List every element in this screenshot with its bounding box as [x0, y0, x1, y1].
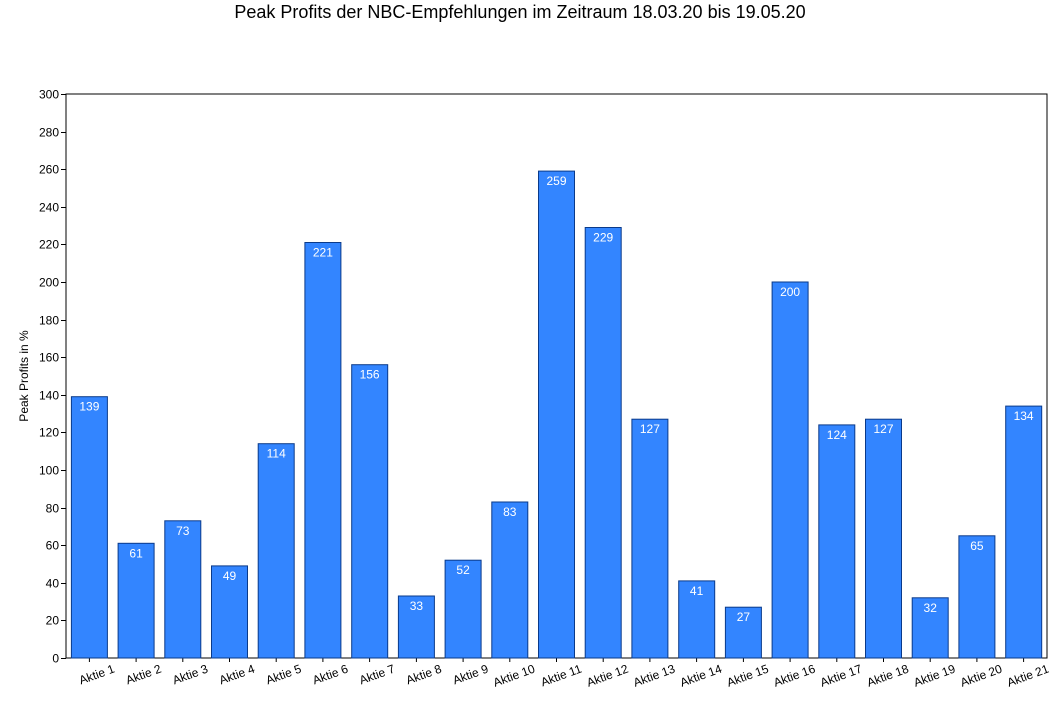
bar: [351, 364, 389, 659]
x-category-label: Aktie 11: [539, 662, 584, 690]
y-tick-label: 280: [39, 126, 59, 140]
bar: [211, 565, 248, 659]
x-category-label: Aktie 17: [818, 662, 864, 690]
bar: [304, 242, 342, 659]
y-tick-label: 200: [39, 276, 59, 290]
x-category-label: Aktie 16: [772, 662, 818, 690]
bar: [771, 281, 809, 659]
bar-value-label: 259: [546, 174, 566, 188]
y-tick-label: 180: [39, 314, 59, 328]
y-tick-label: 60: [46, 539, 60, 553]
y-tick-label: 20: [46, 614, 60, 628]
y-tick-label: 240: [39, 201, 59, 215]
y-tick-label: 40: [46, 577, 60, 591]
x-category-label: Aktie 19: [912, 662, 958, 690]
bar: [911, 597, 949, 659]
y-tick-label: 300: [39, 88, 59, 102]
y-tick-label: 120: [39, 426, 59, 440]
bar-value-label: 65: [970, 539, 984, 553]
bar-value-label: 124: [827, 428, 847, 442]
x-category-label: Aktie 8: [404, 662, 444, 688]
x-category-label: Aktie 6: [311, 662, 351, 688]
bar-value-label: 200: [780, 285, 800, 299]
bar-value-label: 127: [640, 422, 660, 436]
bar: [164, 520, 202, 659]
y-tick-label: 160: [39, 351, 59, 365]
x-category-label: Aktie 3: [171, 662, 211, 688]
bars: [70, 170, 1043, 659]
x-category-label: Aktie 5: [264, 662, 304, 688]
y-tick-label: 140: [39, 389, 59, 403]
bar: [958, 535, 996, 659]
bar: [631, 418, 669, 659]
bar: [678, 580, 716, 659]
bar: [491, 501, 529, 659]
bar-value-label: 49: [223, 569, 237, 583]
y-axis-label: Peak Profits in %: [17, 330, 31, 422]
bar: [724, 606, 762, 659]
x-category-label: Aktie 18: [865, 662, 911, 690]
x-category-label: Aktie 12: [585, 662, 631, 690]
bar: [865, 418, 902, 659]
x-category-label: Aktie 4: [217, 662, 257, 688]
bar-value-label: 33: [410, 599, 424, 613]
bar-value-label: 52: [456, 563, 470, 577]
bar: [117, 542, 155, 659]
x-category-label: Aktie 14: [678, 662, 724, 690]
bar-value-label: 73: [176, 524, 190, 538]
bar-value-label: 139: [79, 400, 99, 414]
bar-value-label: 41: [690, 584, 704, 598]
bar-value-label: 127: [873, 422, 893, 436]
bar-value-label: 114: [267, 447, 286, 461]
bar: [444, 559, 482, 659]
bar: [584, 227, 622, 659]
bar: [397, 595, 435, 659]
bar: [257, 443, 295, 659]
x-category-label: Aktie 21: [1005, 662, 1051, 690]
bar-value-label: 229: [593, 231, 613, 245]
bar-value-label: 221: [313, 246, 333, 260]
bar-value-label: 61: [129, 546, 143, 560]
bar: [538, 170, 575, 659]
x-category-label: Aktie 9: [451, 662, 491, 688]
axes: 0 20 40 60 80 100 120 140 160 180 200 220 240 260 280 3…: [39, 88, 1048, 666]
x-category-label: Aktie 13: [631, 662, 677, 690]
bar-value-label: 27: [737, 610, 751, 624]
bar: [818, 424, 856, 659]
bar-value-label: 83: [503, 505, 517, 519]
x-category-label: Aktie 15: [725, 662, 771, 690]
chart-title: Peak Profits der NBC-Empfehlungen im Zei…: [234, 2, 806, 22]
bar-value-label: 156: [360, 368, 380, 382]
x-category-label: Aktie 10: [491, 662, 537, 690]
x-category-label: Aktie 20: [958, 662, 1004, 690]
bar-value-label: 32: [924, 601, 938, 615]
x-category-label: Aktie 2: [124, 662, 164, 688]
y-tick-label: 220: [39, 238, 59, 252]
y-tick-label: 260: [39, 163, 59, 177]
x-category-label: Aktie 1: [77, 662, 117, 688]
bar-value-label: 134: [1014, 409, 1034, 423]
bar: [1005, 405, 1043, 659]
y-tick-label: 80: [46, 502, 60, 516]
x-category-label: Aktie 7: [357, 662, 397, 688]
y-tick-label: 100: [39, 464, 59, 478]
bar: [70, 396, 108, 659]
y-tick-label: 0: [52, 652, 59, 666]
